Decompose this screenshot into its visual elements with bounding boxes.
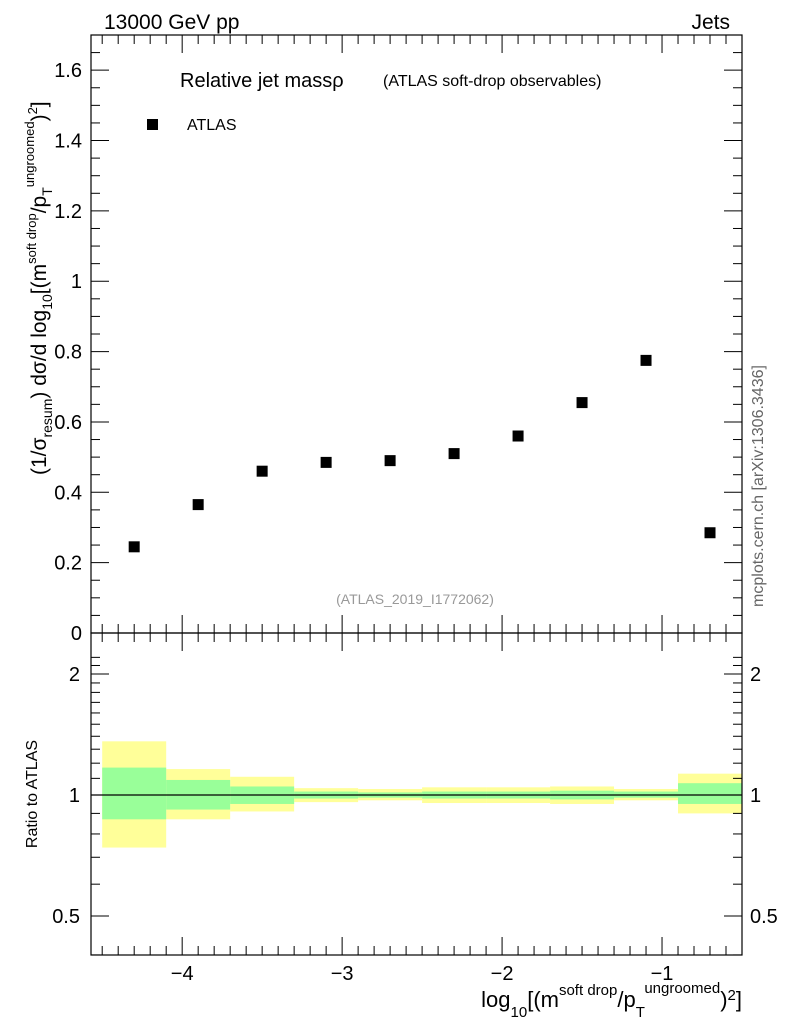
data-point <box>256 465 268 477</box>
x-tick-label: −3 <box>331 963 354 985</box>
lower-x-axis: −4 −3 −2 −1 <box>101 633 727 985</box>
data-point <box>320 456 332 468</box>
data-point <box>384 455 396 467</box>
upper-x-ticks <box>101 35 727 633</box>
green-band <box>678 783 742 804</box>
x-axis-label: log10[(msoft drop/pTungroomed)2] <box>481 980 742 1021</box>
y-tick-label: 1.4 <box>54 131 82 153</box>
lower-frame <box>90 632 743 956</box>
side-label: mcplots.cern.ch [arXiv:1306.3436] <box>750 365 767 607</box>
data-point <box>704 527 716 539</box>
analysis-watermark: (ATLAS_2019_I1772062) <box>336 591 494 607</box>
chart-subtitle: (ATLAS soft-drop observables) <box>383 73 601 90</box>
y-tick-label: 1.6 <box>54 60 82 82</box>
y-axis-label: (1/σresum) dσ/d log10[(msoft drop/pTungr… <box>22 101 55 475</box>
header-process: Jets <box>691 11 730 34</box>
data-point <box>640 354 652 366</box>
y-tick-label: 0.4 <box>54 482 82 504</box>
y-tick-label: 0 <box>71 623 82 645</box>
x-tick-label: −2 <box>491 963 514 985</box>
x-tick-label: −4 <box>171 963 194 985</box>
data-points <box>128 354 716 553</box>
y-tick-label: 1.2 <box>54 201 82 223</box>
y-tick-label: 0.2 <box>54 553 82 575</box>
ratio-y-tick-label-right: 1 <box>750 785 761 807</box>
header-energy: 13000 GeV pp <box>104 11 239 34</box>
lower-y-axis: 0.5 1 2 0.5 1 2 <box>52 656 778 956</box>
data-point <box>512 430 524 442</box>
chart-title: Relative jet massρ <box>180 70 344 92</box>
green-band <box>102 767 167 820</box>
data-point <box>448 448 460 460</box>
lower-panel: 0.5 1 2 0.5 1 2 −4 −3 −2 −1 Ratio to ATLAS log10… <box>24 632 778 1021</box>
x-tick-label: −1 <box>651 963 674 985</box>
y-tick-label: 0.8 <box>54 342 82 364</box>
ratio-y-tick-label-right: 0.5 <box>750 906 778 928</box>
ratio-y-tick-label: 1 <box>69 785 80 807</box>
upper-panel: 0 0.2 0.4 0.6 0.8 1 1.2 1.4 1.6 Relative jet mas… <box>22 34 743 645</box>
y-tick-label: 0.6 <box>54 412 82 434</box>
ratio-y-tick-label: 0.5 <box>52 906 80 928</box>
legend-marker <box>147 119 158 130</box>
data-point <box>128 541 140 553</box>
data-point <box>192 499 204 511</box>
upper-y-axis: 0 0.2 0.4 0.6 0.8 1 1.2 1.4 1.6 <box>54 34 742 645</box>
ratio-y-tick-label-right: 2 <box>750 664 761 686</box>
ratio-y-label: Ratio to ATLAS <box>24 740 41 848</box>
y-tick-label: 1 <box>71 271 82 293</box>
legend-label: ATLAS <box>187 117 237 134</box>
data-point <box>576 397 588 409</box>
ratio-y-tick-label: 2 <box>69 664 80 686</box>
